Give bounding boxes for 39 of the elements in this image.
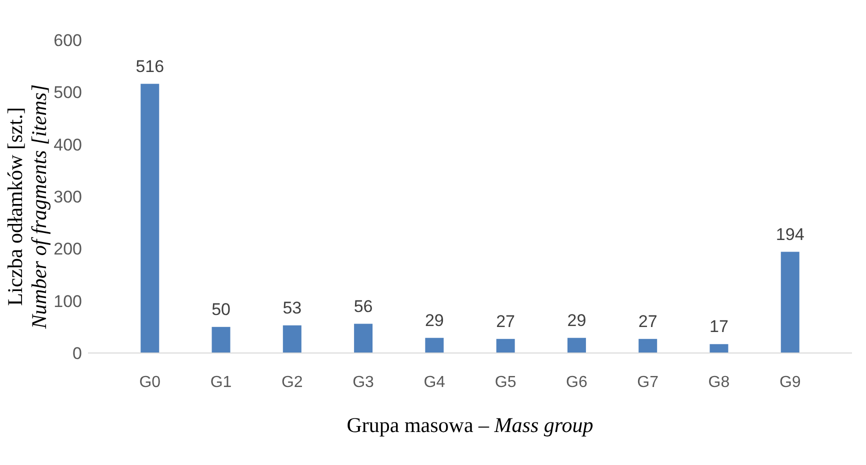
x-tick-label: G5 (494, 374, 516, 391)
y-axis-title: Liczba odłamków [szt.] Number of fragments [items] (3, 84, 51, 330)
x-tick-label: G1 (210, 374, 232, 391)
bar (567, 338, 586, 353)
data-label: 56 (354, 296, 373, 316)
x-tick-label: G4 (424, 374, 446, 391)
x-axis-title: Grupa masowa – Mass group (346, 413, 594, 437)
bar (710, 344, 728, 353)
y-tick-label: 400 (54, 135, 82, 154)
data-label: 194 (776, 224, 804, 244)
data-label: 29 (424, 310, 444, 330)
bar (780, 252, 800, 353)
data-label: 29 (567, 310, 586, 330)
x-tick-label: G7 (637, 374, 659, 391)
data-label: 53 (282, 298, 302, 318)
y-tick-label: 500 (54, 83, 82, 102)
data-label: 27 (638, 312, 658, 331)
x-tick-label: G2 (281, 374, 303, 391)
x-tick-label: G6 (566, 374, 588, 391)
x-tick-label: G3 (352, 374, 374, 391)
y-tick-label: 300 (54, 187, 82, 206)
y-tick-label: 600 (54, 30, 82, 50)
data-label: 17 (710, 317, 728, 336)
y-tick-label: 100 (54, 292, 82, 311)
x-tick-label: G9 (779, 374, 801, 391)
x-tick-label: G0 (139, 374, 161, 391)
bar (282, 325, 302, 353)
y-tick-label: 0 (72, 344, 82, 363)
y-tick-label: 200 (54, 240, 82, 259)
data-label: 27 (496, 312, 516, 331)
bar (212, 326, 230, 353)
bar (354, 324, 373, 353)
bar (496, 338, 515, 353)
bar (140, 84, 160, 353)
bar (425, 338, 444, 353)
bar (638, 338, 658, 353)
data-label: 50 (212, 300, 230, 319)
data-label: 516 (136, 56, 164, 76)
x-tick-label: G8 (708, 374, 730, 391)
